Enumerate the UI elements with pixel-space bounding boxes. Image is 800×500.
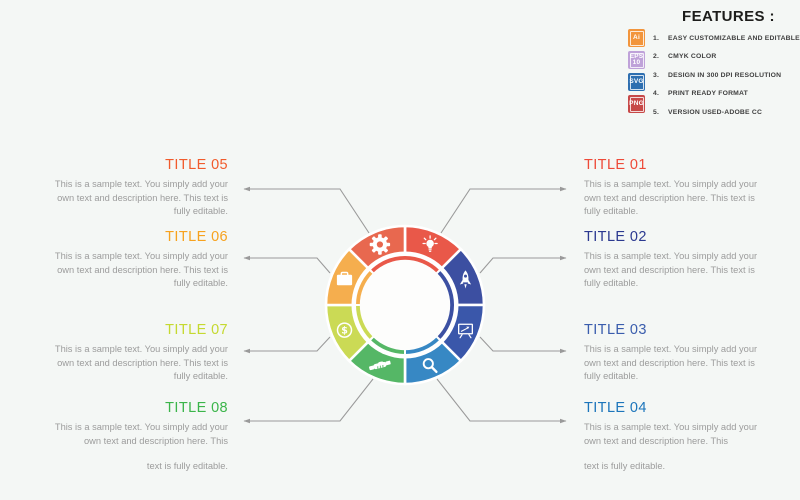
callout-06: TITLE 06 This is a sample text. You simp… [46,228,228,291]
connector-line [243,378,374,424]
callout-body: This is a sample text. You simply add yo… [584,344,758,381]
callout-body: This is a sample text. You simply add yo… [54,179,228,216]
rocket-icon [459,270,472,289]
connector-line [479,336,567,354]
callout-01: TITLE 01 This is a sample text. You simp… [584,156,766,219]
callout-title: TITLE 04 [584,400,647,416]
callout-02: TITLE 02 This is a sample text. You simp… [584,228,766,291]
connector-line [243,255,331,274]
callout-body: This is a sample text. You simply add yo… [584,422,758,446]
lightbulb-icon [422,235,438,252]
callout-title: TITLE 08 [165,400,228,416]
feature-item: 2. CMYK COLOR [653,53,717,61]
callout-body: This is a sample text. You simply add yo… [584,179,758,216]
callout-07: TITLE 07 This is a sample text. You simp… [46,321,228,384]
callout-title: TITLE 05 [165,157,228,173]
connector-line [440,186,567,234]
svg-file-icon: SVG [628,73,645,91]
search-icon [422,358,438,374]
callout-body-continued: text is fully editable. [584,461,666,471]
svg-text:$: $ [341,326,348,337]
briefcase-icon [336,271,353,286]
callout-title: TITLE 06 [165,229,228,245]
callout-body: This is a sample text. You simply add yo… [54,251,228,288]
features-list: 1. EASY CUSTOMIZABLE AND EDITABLE 2. CMYK … [653,29,800,122]
callout-title: TITLE 07 [165,322,228,338]
callout-title: TITLE 03 [584,322,647,338]
connector-line [479,255,567,274]
callout-05: TITLE 05 This is a sample text. You simp… [46,156,228,219]
callout-08: TITLE 08 This is a sample text. You simp… [46,399,228,474]
ai-file-icon: Ai [628,29,645,47]
gear-icon [369,234,391,255]
connector-line [436,378,567,424]
feature-item: 4. PRINT READY FORMAT [653,90,749,98]
callout-body: This is a sample text. You simply add yo… [54,422,228,446]
file-format-badges: Ai EPS 10 SVG PNG [628,29,645,122]
dollar-icon: $ [336,322,353,338]
callout-04: TITLE 04 This is a sample text. You simp… [584,399,766,474]
callout-title: TITLE 02 [584,229,647,245]
eps-file-icon: EPS 10 [628,51,645,69]
handshake-icon [369,360,391,371]
chart-board-icon [458,323,473,339]
connector-line [243,336,331,354]
connector-group [243,186,567,424]
callout-03: TITLE 03 This is a sample text. You simp… [584,321,766,384]
circle-diagram: $ [324,224,486,386]
connector-line [243,186,370,234]
feature-item: 1. EASY CUSTOMIZABLE AND EDITABLE [653,34,800,42]
callout-title: TITLE 01 [584,157,647,173]
feature-item: 3. DESIGN IN 300 DPI RESOLUTION [653,71,782,79]
png-file-icon: PNG [628,95,645,113]
features-panel: FEATURES : Ai EPS 10 SVG PNG [628,8,800,122]
callout-body-continued: text is fully editable. [146,461,228,471]
feature-item: 5. VERSION USED-ADOBE CC [653,108,763,116]
callout-body: This is a sample text. You simply add yo… [54,344,228,381]
features-heading: FEATURES : [682,8,775,25]
callout-body: This is a sample text. You simply add yo… [584,251,758,288]
center-hole [359,259,451,351]
